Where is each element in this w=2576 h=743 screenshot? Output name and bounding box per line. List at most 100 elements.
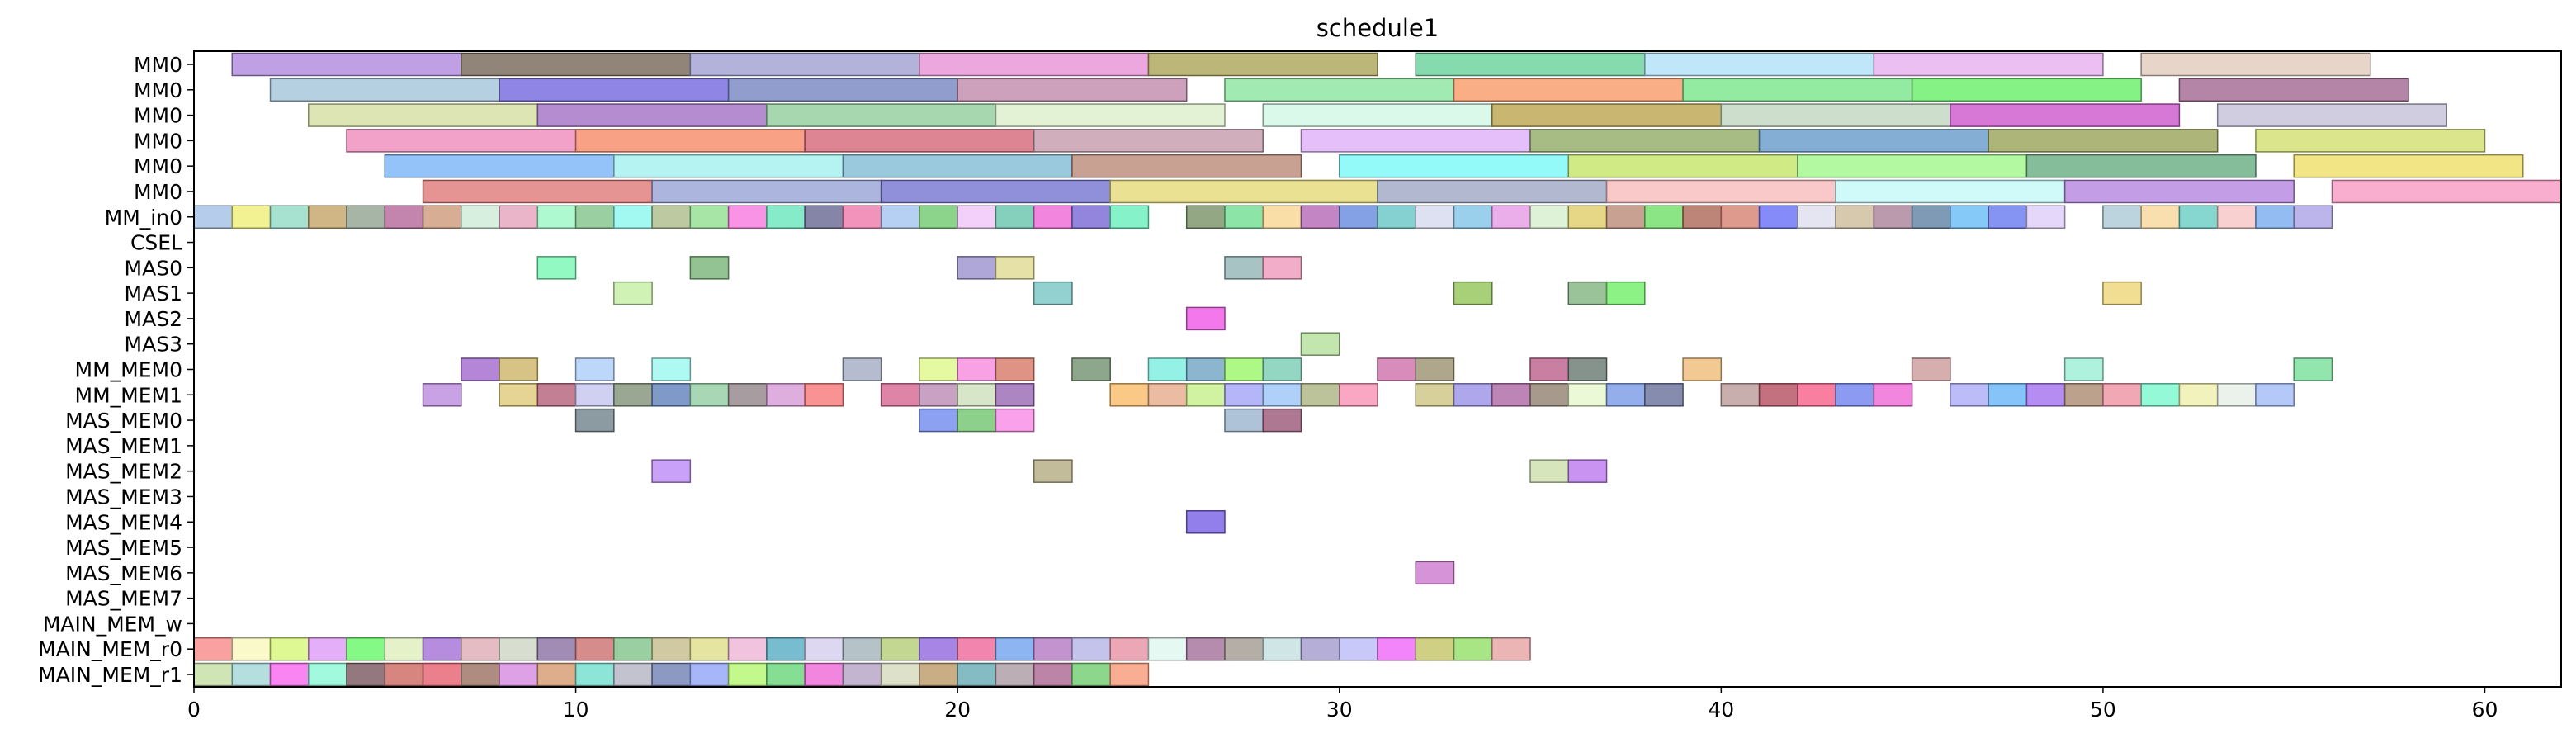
y-tick-label: MAIN_MEM_r0: [38, 637, 182, 661]
y-tick-label: MM_MEM0: [75, 358, 182, 382]
task-bar: [422, 637, 462, 661]
task-bar: [1797, 383, 1836, 407]
x-axis: 0 10 20 30 40 50 60: [187, 687, 2498, 722]
task-bar: [1262, 408, 1302, 433]
task-bar: [957, 383, 997, 407]
y-axis-labels: MM0MM0MM0MM0MM0MM0MM_in0CSELMAS0MAS1MAS2…: [38, 53, 194, 687]
task-bar: [995, 408, 1035, 433]
task-bar: [1453, 383, 1493, 407]
task-bar: [231, 52, 462, 77]
task-bar: [613, 281, 653, 305]
task-bar: [1415, 561, 1455, 585]
task-bar: [346, 637, 386, 661]
task-bar: [384, 154, 615, 178]
task-bar: [1300, 129, 1531, 153]
task-bar: [2293, 154, 2524, 178]
task-bar: [1988, 383, 2028, 407]
task-bar: [1147, 357, 1188, 381]
task-bar: [269, 205, 310, 229]
task-bar: [384, 205, 424, 229]
task-bar: [880, 205, 920, 229]
task-bar: [1224, 256, 1264, 280]
task-bar: [880, 637, 920, 661]
task-bar: [1758, 383, 1798, 407]
task-bar: [689, 383, 730, 407]
task-bar: [384, 662, 424, 687]
task-bar: [499, 383, 539, 407]
task-bar: [461, 662, 500, 687]
task-bar: [651, 662, 692, 687]
task-bar: [995, 103, 1226, 127]
task-bar: [1453, 205, 1493, 229]
task-bar: [1071, 154, 1302, 178]
task-bar: [1797, 205, 1836, 229]
task-bar: [1491, 103, 1723, 127]
plot-frame: [193, 50, 2562, 688]
task-bar: [269, 78, 500, 102]
task-bar: [689, 205, 730, 229]
task-bar: [1758, 129, 1989, 153]
task-bar: [536, 256, 577, 280]
task-bar: [1797, 154, 2028, 178]
y-tick-label: MAIN_MEM_r1: [38, 663, 182, 687]
task-bar: [1567, 459, 1608, 483]
task-bar: [1911, 78, 2142, 102]
task-bar: [1033, 637, 1073, 661]
y-tick-label: MAS0: [125, 256, 182, 280]
task-bar: [919, 205, 958, 229]
task-bar: [1529, 205, 1570, 229]
task-bar: [1262, 256, 1302, 280]
task-bar: [574, 205, 615, 229]
y-tick-label: MM0: [134, 180, 182, 204]
task-bar: [1185, 637, 1226, 661]
task-bar: [995, 205, 1035, 229]
task-bar: [1605, 383, 1646, 407]
task-bar: [1377, 357, 1417, 381]
task-bar: [689, 662, 730, 687]
task-bar: [995, 637, 1035, 661]
task-bar: [1224, 357, 1264, 381]
y-tick-label: MAS_MEM6: [65, 561, 182, 585]
task-bar: [919, 408, 958, 433]
task-bar: [957, 408, 997, 433]
task-bar: [1185, 383, 1226, 407]
task-bar: [995, 383, 1035, 407]
task-bar: [1873, 205, 1913, 229]
y-tick-label: MAS2: [125, 307, 182, 331]
task-bar: [1567, 281, 1608, 305]
task-bar: [651, 205, 692, 229]
y-tick-label: CSEL: [130, 231, 182, 255]
task-bar: [1415, 637, 1455, 661]
task-bar: [1988, 129, 2219, 153]
task-bar: [1262, 637, 1302, 661]
task-bar: [1644, 383, 1684, 407]
task-bar: [1682, 205, 1723, 229]
task-bar: [2063, 179, 2295, 204]
task-bar: [957, 205, 997, 229]
task-bar: [995, 256, 1035, 280]
task-bar: [2063, 383, 2104, 407]
task-bar: [1950, 103, 2181, 127]
task-bar: [1835, 383, 1875, 407]
task-bar: [2178, 383, 2219, 407]
task-bars: [193, 52, 2562, 687]
task-bar: [2331, 179, 2562, 204]
task-bar: [727, 662, 768, 687]
task-bar: [2293, 357, 2333, 381]
y-tick-label: MM0: [134, 104, 182, 128]
task-bar: [804, 662, 844, 687]
task-bar: [613, 383, 653, 407]
task-bar: [1262, 103, 1493, 127]
y-tick-label: MM0: [134, 53, 182, 77]
task-bar: [536, 103, 768, 127]
task-bar: [536, 637, 577, 661]
task-bar: [1377, 637, 1417, 661]
task-bar: [499, 357, 539, 381]
task-bar: [1567, 154, 1798, 178]
task-bar: [2140, 205, 2181, 229]
task-bar: [1644, 52, 1875, 77]
x-tick-label: 0: [187, 698, 201, 722]
task-bar: [804, 637, 844, 661]
task-bar: [1415, 383, 1455, 407]
task-bar: [231, 662, 272, 687]
